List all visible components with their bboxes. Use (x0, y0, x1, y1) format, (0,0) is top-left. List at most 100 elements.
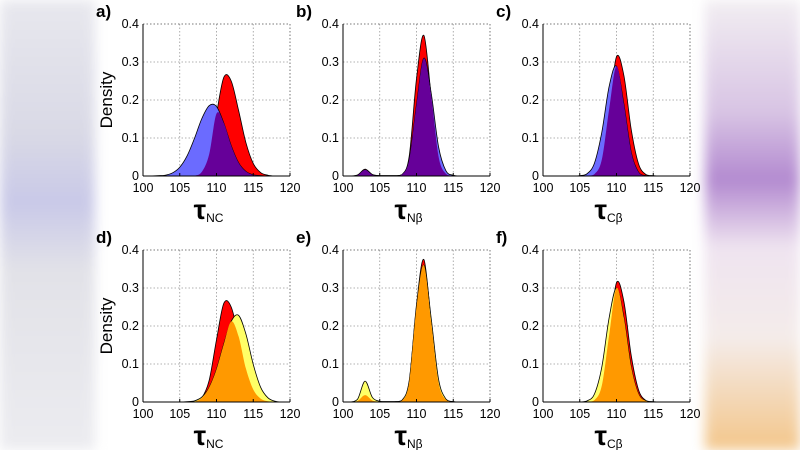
x-tick-label: 110 (607, 181, 627, 195)
x-axis-label: τNC (194, 194, 224, 225)
y-tick-label: 0 (132, 395, 139, 409)
y-tick-label: 0.3 (322, 281, 339, 295)
y-tick-label: 0.2 (122, 93, 139, 107)
y-tick-label: 0.2 (522, 93, 539, 107)
x-tick-label: 115 (643, 407, 663, 421)
x-tick-label: 120 (280, 407, 301, 421)
x-tick-label: 100 (533, 407, 554, 421)
panel-label: b) (296, 2, 312, 21)
x-axis-symbol: τ (594, 194, 607, 225)
x-axis-label: τNC (194, 420, 224, 450)
x-tick-label: 110 (407, 407, 427, 421)
y-tick-label: 0.4 (122, 243, 139, 257)
panel-a: 100 105 110 115 120 0 0.1 0.2 0.3 0.4 a) Density τNC (96, 2, 300, 225)
y-tick-label: 0.3 (322, 55, 339, 69)
x-axis-symbol: τ (194, 194, 207, 225)
y-tick-label: 0.2 (522, 319, 539, 333)
panel-label: a) (96, 2, 111, 21)
overlap-area-orange (143, 321, 290, 402)
panel-label: d) (96, 228, 112, 247)
y-tick-label: 0.1 (322, 357, 339, 371)
right-blur-background (705, 0, 800, 450)
x-tick-label: 100 (333, 407, 354, 421)
areas (343, 259, 490, 402)
x-tick-label: 105 (369, 181, 390, 195)
areas (543, 54, 690, 176)
x-tick-label: 110 (207, 181, 227, 195)
x-tick-label: 100 (533, 181, 554, 195)
x-axis-symbol: τ (394, 194, 407, 225)
x-tick-label: 105 (569, 407, 590, 421)
panel-label: e) (296, 228, 311, 247)
y-tick-label: 0.3 (522, 55, 539, 69)
y-tick-label: 0.1 (122, 357, 139, 371)
y-tick-label: 0.4 (522, 243, 539, 257)
overlap-area-purple (543, 66, 690, 176)
y-axis-label: Density (97, 297, 116, 354)
x-axis-subscript: Nβ (407, 211, 423, 225)
x-tick-label: 100 (133, 407, 154, 421)
x-axis-subscript: NC (206, 211, 224, 225)
areas (343, 34, 490, 176)
y-axis-label: Density (97, 71, 116, 128)
y-tick-label: 0.2 (122, 319, 139, 333)
x-tick-label: 110 (207, 407, 227, 421)
y-tick-label: 0.4 (522, 17, 539, 31)
x-tick-label: 115 (443, 181, 463, 195)
y-tick-label: 0 (132, 169, 139, 183)
panel-f: 100 105 110 115 120 0 0.1 0.2 0.3 0.4 f) τCβ (496, 228, 700, 450)
left-blur-background (0, 0, 95, 450)
x-axis-symbol: τ (594, 420, 607, 450)
y-tick-label: 0 (532, 395, 539, 409)
y-tick-label: 0.3 (522, 281, 539, 295)
panel-c: 100 105 110 115 120 0 0.1 0.2 0.3 0.4 c) τCβ (496, 2, 700, 225)
x-tick-label: 105 (369, 407, 390, 421)
x-axis-subscript: Cβ (607, 211, 623, 225)
overlap-area-purple (143, 112, 290, 176)
x-tick-label: 120 (480, 407, 501, 421)
y-tick-label: 0.4 (322, 17, 339, 31)
x-tick-label: 100 (333, 181, 354, 195)
areas (543, 280, 690, 402)
panel-e: 100 105 110 115 120 0 0.1 0.2 0.3 0.4 e) τNβ (296, 228, 500, 450)
x-tick-label: 105 (169, 181, 190, 195)
x-tick-label: 115 (243, 407, 263, 421)
x-axis-symbol: τ (194, 420, 207, 450)
y-tick-label: 0.4 (322, 243, 339, 257)
y-tick-label: 0.2 (322, 319, 339, 333)
panel-b: 100 105 110 115 120 0 0.1 0.2 0.3 0.4 b) τNβ (296, 2, 500, 225)
y-tick-label: 0.1 (522, 357, 539, 371)
x-tick-label: 100 (133, 181, 154, 195)
overlap-area-orange (543, 287, 690, 402)
y-tick-label: 0.3 (122, 55, 139, 69)
x-axis-label: τCβ (594, 194, 622, 225)
x-tick-label: 115 (243, 181, 263, 195)
y-tick-label: 0 (332, 169, 339, 183)
x-tick-label: 120 (480, 181, 501, 195)
y-tick-label: 0.1 (322, 131, 339, 145)
overlap-area-purple (343, 58, 490, 176)
x-tick-label: 120 (680, 181, 701, 195)
panel-label: c) (496, 2, 511, 21)
y-tick-label: 0 (332, 395, 339, 409)
y-tick-label: 0.1 (122, 131, 139, 145)
overlap-area-orange (343, 265, 490, 402)
x-axis-label: τNβ (394, 420, 422, 450)
x-tick-label: 110 (407, 181, 427, 195)
x-axis-subscript: Cβ (607, 437, 623, 450)
y-tick-label: 0.3 (122, 281, 139, 295)
x-tick-label: 110 (607, 407, 627, 421)
y-tick-label: 0.1 (522, 131, 539, 145)
x-axis-label: τNβ (394, 194, 422, 225)
areas (143, 74, 290, 176)
y-tick-label: 0 (532, 169, 539, 183)
x-axis-subscript: NC (206, 437, 224, 450)
x-tick-label: 115 (643, 181, 663, 195)
x-tick-label: 105 (169, 407, 190, 421)
x-axis-subscript: Nβ (407, 437, 423, 450)
panel-label: f) (496, 228, 507, 247)
y-tick-label: 0.4 (122, 17, 139, 31)
areas (143, 300, 290, 402)
x-tick-label: 120 (280, 181, 301, 195)
